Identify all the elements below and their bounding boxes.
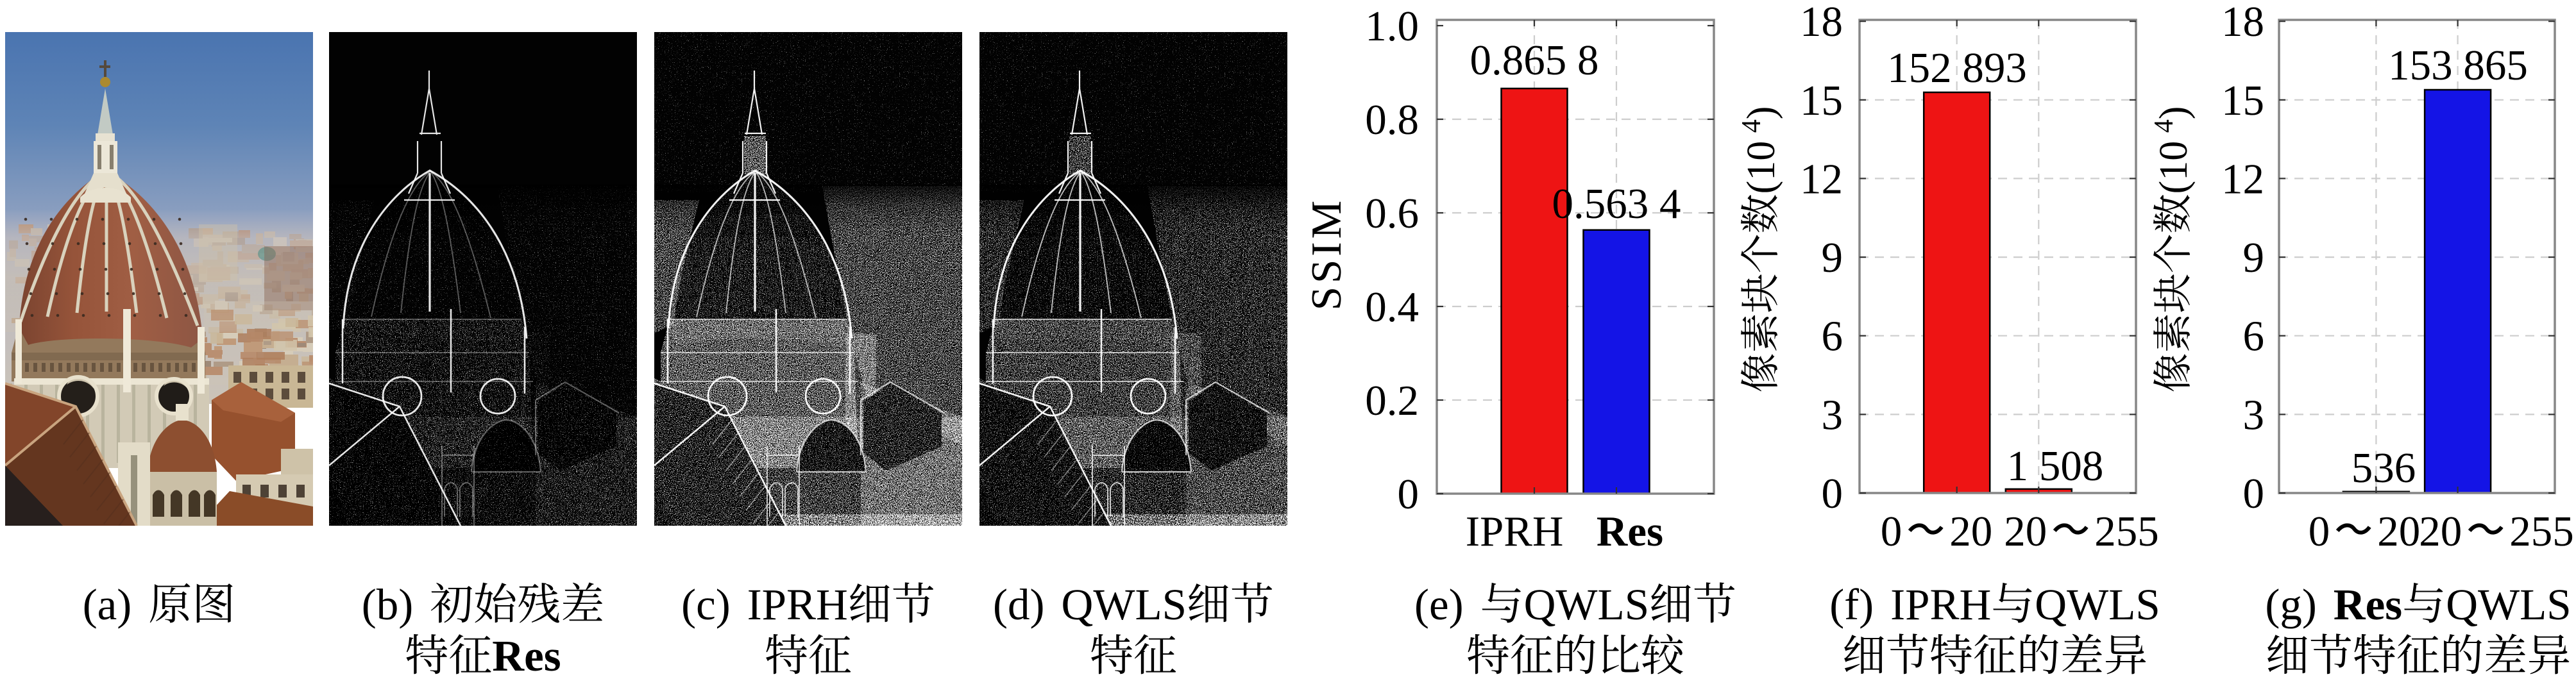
- svg-text:(a): (a): [83, 580, 132, 629]
- svg-text:0.4: 0.4: [1365, 283, 1419, 331]
- svg-text:20: 20: [2377, 508, 2420, 555]
- svg-text:Res: Res: [492, 632, 561, 680]
- svg-text:IPRH: IPRH: [1466, 508, 1564, 555]
- svg-text:1.0: 1.0: [1365, 3, 1419, 50]
- svg-text:QWLS: QWLS: [1062, 580, 1187, 629]
- svg-text:255: 255: [2094, 508, 2159, 555]
- svg-text:QWLS: QWLS: [1524, 580, 1649, 629]
- svg-text:4: 4: [2149, 119, 2179, 133]
- svg-text:IPRH: IPRH: [747, 580, 848, 629]
- svg-text:0.563 4: 0.563 4: [1552, 180, 1681, 228]
- svg-text:0: 0: [2243, 470, 2265, 517]
- svg-text:SSIM: SSIM: [1303, 197, 1350, 310]
- svg-text:(10: (10: [2152, 141, 2196, 194]
- svg-text:255: 255: [2509, 508, 2574, 555]
- svg-text:0.6: 0.6: [1365, 190, 1419, 237]
- svg-text:0.8: 0.8: [1365, 96, 1419, 144]
- svg-text:9: 9: [1822, 234, 1843, 281]
- svg-text:0.865 8: 0.865 8: [1470, 37, 1599, 84]
- svg-text:Res: Res: [1597, 508, 1663, 555]
- svg-text:0.2: 0.2: [1365, 377, 1419, 424]
- svg-text:(g): (g): [2265, 580, 2316, 629]
- svg-text:152 893: 152 893: [1887, 44, 2027, 92]
- svg-text:(b): (b): [362, 580, 413, 629]
- svg-text:1 508: 1 508: [2007, 442, 2104, 490]
- svg-text:153 865: 153 865: [2388, 42, 2528, 89]
- svg-text:20: 20: [2004, 508, 2047, 555]
- svg-text:6: 6: [2243, 313, 2265, 360]
- svg-text:(10: (10: [1740, 141, 1783, 194]
- svg-text:15: 15: [2221, 77, 2264, 124]
- svg-text:(d): (d): [993, 580, 1044, 629]
- svg-text:3: 3: [1822, 391, 1843, 439]
- svg-text:(e): (e): [1414, 580, 1464, 629]
- svg-text:QWLS: QWLS: [2446, 580, 2571, 629]
- svg-text:20: 20: [2419, 508, 2462, 555]
- svg-text:12: 12: [1800, 155, 1843, 203]
- svg-text:Res: Res: [2334, 580, 2402, 629]
- svg-text:12: 12: [2221, 155, 2264, 203]
- svg-text:18: 18: [2221, 0, 2264, 46]
- svg-text:3: 3: [2243, 391, 2265, 439]
- svg-text:18: 18: [1800, 0, 1843, 46]
- svg-text:): ): [2152, 106, 2196, 120]
- svg-text:4: 4: [1737, 119, 1767, 133]
- svg-text:IPRH: IPRH: [1890, 580, 1991, 629]
- svg-text:6: 6: [1822, 313, 1843, 360]
- svg-text:0: 0: [1822, 470, 1843, 517]
- svg-text:20: 20: [1949, 508, 1992, 555]
- svg-text:): ): [1740, 106, 1783, 120]
- svg-text:15: 15: [1800, 77, 1843, 124]
- svg-text:(f): (f): [1829, 580, 1874, 629]
- svg-text:536: 536: [2351, 444, 2416, 492]
- svg-text:9: 9: [2243, 234, 2265, 281]
- svg-text:(c): (c): [681, 580, 731, 629]
- svg-text:0: 0: [2309, 508, 2330, 555]
- svg-text:QWLS: QWLS: [2035, 580, 2160, 629]
- svg-text:0: 0: [1881, 508, 1902, 555]
- svg-text:0: 0: [1398, 471, 1419, 518]
